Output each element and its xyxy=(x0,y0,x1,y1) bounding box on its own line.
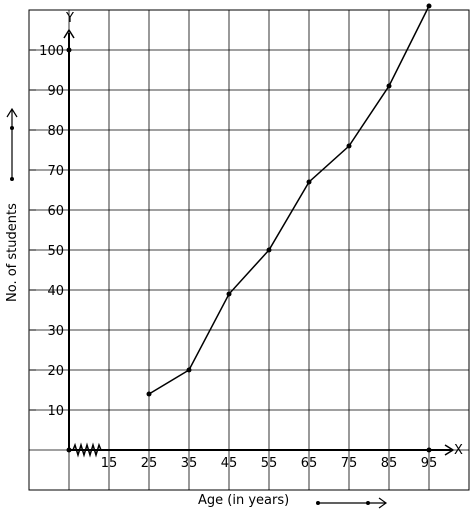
grid xyxy=(28,9,470,491)
x-tick-label: 15 xyxy=(101,456,118,471)
x-tick-label: 45 xyxy=(221,456,238,471)
x-tick-label: 35 xyxy=(181,456,198,471)
data-point xyxy=(426,3,432,9)
data-point xyxy=(306,179,312,185)
x-tick-label: 25 xyxy=(141,456,158,471)
y-label-arrow-icon xyxy=(6,107,18,181)
data-point xyxy=(266,247,272,253)
data-point xyxy=(386,83,392,89)
axis-break-icon xyxy=(72,442,102,458)
origin-point xyxy=(66,447,72,453)
data-point xyxy=(226,291,232,297)
series-line xyxy=(148,5,430,395)
x-label-arrow-icon xyxy=(316,497,388,509)
data-point xyxy=(146,391,152,397)
data-point xyxy=(346,143,352,149)
y-axis-label: No. of students xyxy=(5,203,20,302)
y-tick-label: 100 xyxy=(39,44,64,59)
y-tick-label: 30 xyxy=(47,324,64,339)
y-tick-labels: 10 20 30 40 50 60 70 80 90 100 xyxy=(30,44,64,419)
x-axis-marker xyxy=(426,447,432,453)
y-tick-label: 50 xyxy=(47,244,64,259)
y-tick-label: 10 xyxy=(47,404,64,419)
y-tick-label: 90 xyxy=(47,84,64,99)
y-tick-label: 40 xyxy=(47,284,64,299)
y-tick-label: 60 xyxy=(47,204,64,219)
x-axis-label: Age (in years) xyxy=(198,493,289,508)
y-tick-label: 80 xyxy=(47,124,64,139)
x-tick-label: 65 xyxy=(301,456,318,471)
x-tick-labels: 15 25 35 45 55 65 75 85 95 xyxy=(101,456,438,471)
y-tick-label: 70 xyxy=(47,164,64,179)
x-tick-label: 75 xyxy=(341,456,358,471)
y-axis-letter: Y xyxy=(65,11,74,26)
x-tick-label: 85 xyxy=(381,456,398,471)
y-tick-label: 20 xyxy=(47,364,64,379)
y-axis-marker xyxy=(66,47,72,53)
y-axis-arrow-icon xyxy=(63,28,75,39)
series-layer xyxy=(66,3,432,453)
x-axis-letter: X xyxy=(454,443,463,458)
x-axis-arrow-icon xyxy=(444,444,455,456)
axes xyxy=(63,28,455,458)
x-tick-label: 95 xyxy=(421,456,438,471)
x-tick-label: 55 xyxy=(261,456,278,471)
data-point xyxy=(186,367,192,373)
